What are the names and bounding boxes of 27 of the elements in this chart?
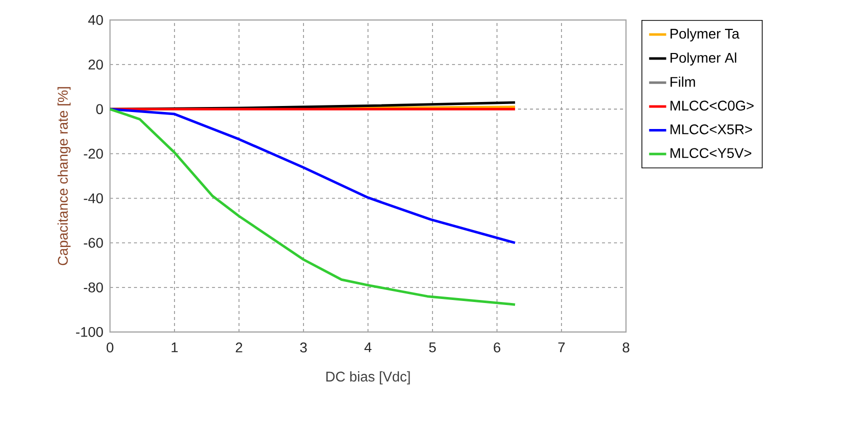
x-tick-label: 4 [364, 342, 372, 352]
x-tick-label: 2 [236, 342, 242, 352]
y-tick-label: -80 [84, 282, 103, 292]
x-axis-title: DC bias [Vdc] [326, 371, 410, 384]
x-tick-label: 3 [300, 342, 307, 352]
x-tick-label: 5 [429, 342, 436, 352]
legend-label: MLCC<Y5V> [670, 148, 752, 158]
x-tick-label: 1 [172, 342, 178, 352]
y-tick-label: 40 [88, 15, 103, 25]
x-tick-label: 0 [106, 342, 114, 352]
legend-label: Film [670, 76, 695, 87]
y-tick-label: 20 [88, 60, 103, 70]
x-tick-label: 8 [622, 342, 630, 352]
legend-label: MLCC<C0G> [670, 100, 754, 111]
legend-label: Polymer Ta [670, 28, 740, 42]
legend-label: MLCC<X5R> [670, 124, 752, 134]
y-tick-label: -40 [84, 193, 103, 204]
x-tick-label: 7 [558, 342, 565, 352]
y-axis-title: Capacitance change rate [%] [58, 87, 71, 266]
y-tick-label: -60 [84, 238, 103, 248]
y-tick-label: -20 [84, 148, 103, 159]
y-tick-label: 0 [96, 104, 103, 114]
x-tick-label: 6 [494, 342, 500, 352]
y-tick-label: -100 [76, 327, 103, 337]
legend-label: Polymer Al [670, 52, 736, 66]
line-series [108, 108, 516, 244]
line-series [108, 108, 516, 306]
